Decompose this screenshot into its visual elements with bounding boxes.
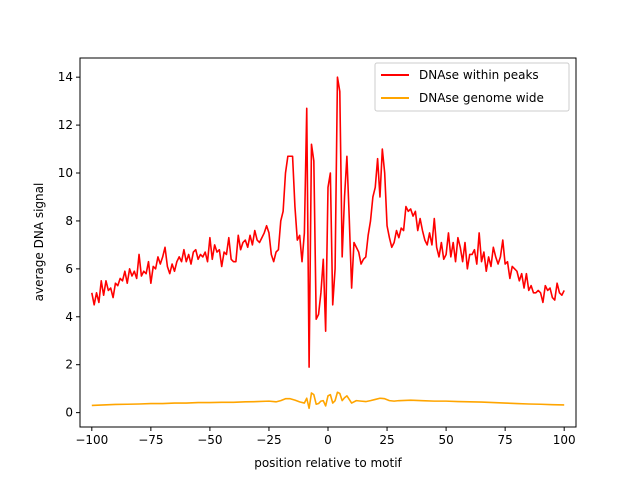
- y-tick-label: 6: [65, 262, 73, 276]
- y-tick-label: 0: [65, 406, 73, 420]
- x-tick-label: −75: [138, 433, 163, 447]
- x-tick-label: 0: [324, 433, 332, 447]
- series-layer: [91, 76, 565, 410]
- y-tick-label: 4: [65, 310, 73, 324]
- x-tick-label: −50: [197, 433, 222, 447]
- x-tick-label: 75: [498, 433, 513, 447]
- series-line-dnase-genome-wide: [91, 391, 565, 410]
- y-tick-label: 12: [58, 118, 73, 132]
- y-axis-ticks: 0 2 4 6 8 10 12 14: [58, 70, 80, 420]
- y-axis-label: average DNA signal: [32, 183, 46, 302]
- legend-label-dnase-within-peaks: DNAse within peaks: [419, 68, 539, 82]
- x-axis-ticks: −100 −75 −50 −25 0 25 50 75 100: [75, 427, 576, 447]
- x-tick-label: 25: [379, 433, 394, 447]
- x-axis-label: position relative to motif: [254, 456, 402, 470]
- x-tick-label: −100: [75, 433, 108, 447]
- legend-label-dnase-genome-wide: DNAse genome wide: [419, 91, 544, 105]
- x-tick-label: 100: [553, 433, 576, 447]
- y-tick-label: 2: [65, 358, 73, 372]
- legend-box: [374, 62, 570, 112]
- legend: DNAse within peaks DNAse genome wide: [374, 62, 570, 112]
- x-tick-label: −25: [256, 433, 281, 447]
- y-tick-label: 10: [58, 166, 73, 180]
- y-tick-label: 14: [58, 70, 73, 84]
- x-tick-label: 50: [438, 433, 453, 447]
- y-tick-label: 8: [65, 214, 73, 228]
- series-line-dnase-within-peaks: [91, 76, 565, 368]
